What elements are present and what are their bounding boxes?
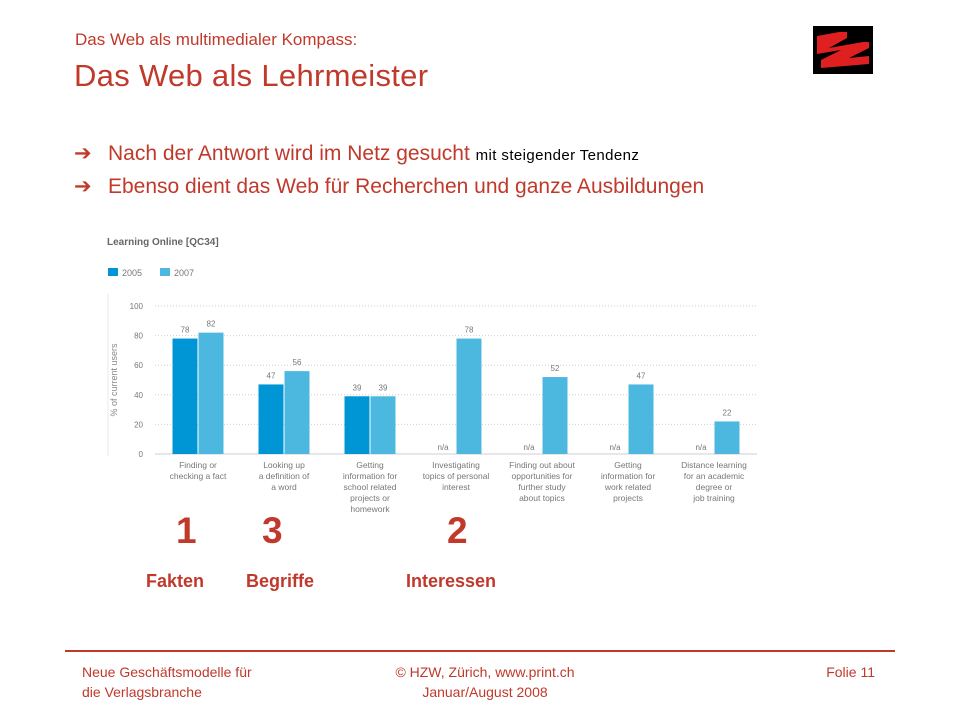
- bar-2007: [370, 396, 396, 454]
- slide-number: Folie 11: [826, 664, 875, 680]
- footer-center-line: © HZW, Zürich, www.print.ch: [395, 664, 575, 680]
- x-tick-label: information for: [601, 471, 655, 481]
- x-tick-label: work related: [604, 482, 652, 492]
- bar-2005: [258, 384, 284, 454]
- bar-2007: [542, 377, 568, 454]
- rank-number: 3: [262, 510, 283, 551]
- x-tick-label: Finding out about: [509, 460, 575, 470]
- footer-left-line: Neue Geschäftsmodelle für: [82, 664, 252, 680]
- x-tick-label: job training: [692, 493, 735, 503]
- bar-2007: [628, 384, 654, 454]
- y-tick-label: 20: [134, 420, 143, 429]
- arrow-right-icon: ➔: [74, 142, 92, 165]
- bar-2005: [344, 396, 370, 454]
- bullet-item: ➔ Ebenso dient das Web für Recherchen und…: [74, 174, 704, 199]
- x-tick-label: homework: [350, 504, 390, 514]
- bar-2007: [714, 421, 740, 454]
- legend-swatch: [160, 268, 170, 276]
- x-tick-label: projects: [613, 493, 643, 503]
- data-label: 47: [637, 371, 646, 380]
- x-tick-label: projects or: [350, 493, 390, 503]
- x-tick-label: Finding or: [179, 460, 217, 470]
- bullet-item: ➔ Nach der Antwort wird im Netz gesucht m…: [74, 141, 639, 166]
- x-tick-label: about topics: [519, 493, 565, 503]
- y-tick-label: 40: [134, 391, 143, 400]
- bar-2007: [284, 371, 310, 454]
- na-label: n/a: [437, 443, 449, 452]
- data-label: 39: [353, 383, 362, 392]
- bar-2005: [172, 338, 198, 454]
- footer-center: © HZW, Zürich, www.print.ch Januar/Augus…: [370, 662, 600, 702]
- hzw-logo-icon: [813, 26, 873, 74]
- rank-label: Fakten: [146, 571, 205, 591]
- y-axis-label: % of current users: [109, 343, 119, 417]
- rank-label: Interessen: [406, 571, 497, 591]
- chart-title: Learning Online [QC34]: [107, 237, 219, 248]
- x-tick-label: degree or: [696, 482, 733, 492]
- rank-number: 2: [447, 510, 468, 551]
- data-label: 56: [293, 358, 302, 367]
- legend-label: 2007: [174, 268, 194, 278]
- y-tick-label: 60: [134, 361, 143, 370]
- x-tick-label: topics of personal: [423, 471, 490, 481]
- bar-2007: [456, 338, 482, 454]
- footer-left: Neue Geschäftsmodelle für die Verlagsbra…: [82, 662, 252, 702]
- y-tick-label: 100: [130, 302, 144, 311]
- legend-swatch: [108, 268, 118, 276]
- legend-label: 2005: [122, 268, 142, 278]
- x-tick-label: school related: [344, 482, 397, 492]
- x-tick-label: Getting: [356, 460, 384, 470]
- y-tick-label: 0: [139, 450, 144, 459]
- x-tick-label: Investigating: [432, 460, 480, 470]
- arrow-right-icon: ➔: [74, 175, 92, 198]
- data-label: 39: [379, 383, 388, 392]
- bar-chart: Learning Online [QC34] 2005 2007 0 20 40 60 80 1…: [107, 237, 757, 514]
- y-tick-label: 80: [134, 332, 143, 341]
- footer-center-line: Januar/August 2008: [422, 684, 548, 700]
- footer-left-line: die Verlagsbranche: [82, 684, 202, 700]
- x-tick-label: Getting: [614, 460, 642, 470]
- data-label: 22: [723, 408, 732, 417]
- na-label: n/a: [695, 443, 707, 452]
- data-label: 78: [181, 326, 190, 335]
- rank-label: Begriffe: [246, 571, 315, 591]
- slide-subtitle: Das Web als multimedialer Kompass:: [75, 30, 358, 49]
- bullet-suffix: mit steigender Tendenz: [475, 147, 640, 164]
- x-tick-label: a definition of: [259, 471, 310, 481]
- bar-2007: [198, 332, 224, 454]
- na-label: n/a: [609, 443, 621, 452]
- x-tick-label: Looking up: [263, 460, 305, 470]
- x-tick-label: information for: [343, 471, 397, 481]
- na-label: n/a: [523, 443, 535, 452]
- slide-title: Das Web als Lehrmeister: [74, 58, 429, 93]
- x-tick-label: opportunities for: [512, 471, 573, 481]
- rank-number: 1: [176, 510, 197, 551]
- data-label: 78: [465, 326, 474, 335]
- x-tick-label: further study: [518, 482, 566, 492]
- x-tick-label: checking a fact: [170, 471, 227, 481]
- x-tick-label: a word: [271, 482, 297, 492]
- bullet-text: Ebenso dient das Web für Recherchen und …: [108, 175, 705, 198]
- data-label: 52: [551, 364, 560, 373]
- data-label: 82: [207, 320, 216, 329]
- footer-divider: [65, 650, 895, 652]
- bullet-text: Nach der Antwort wird im Netz gesucht: [108, 142, 470, 165]
- x-tick-label: Distance learning: [681, 460, 747, 470]
- data-label: 47: [267, 371, 276, 380]
- x-tick-label: for an academic: [684, 471, 745, 481]
- x-tick-label: interest: [442, 482, 471, 492]
